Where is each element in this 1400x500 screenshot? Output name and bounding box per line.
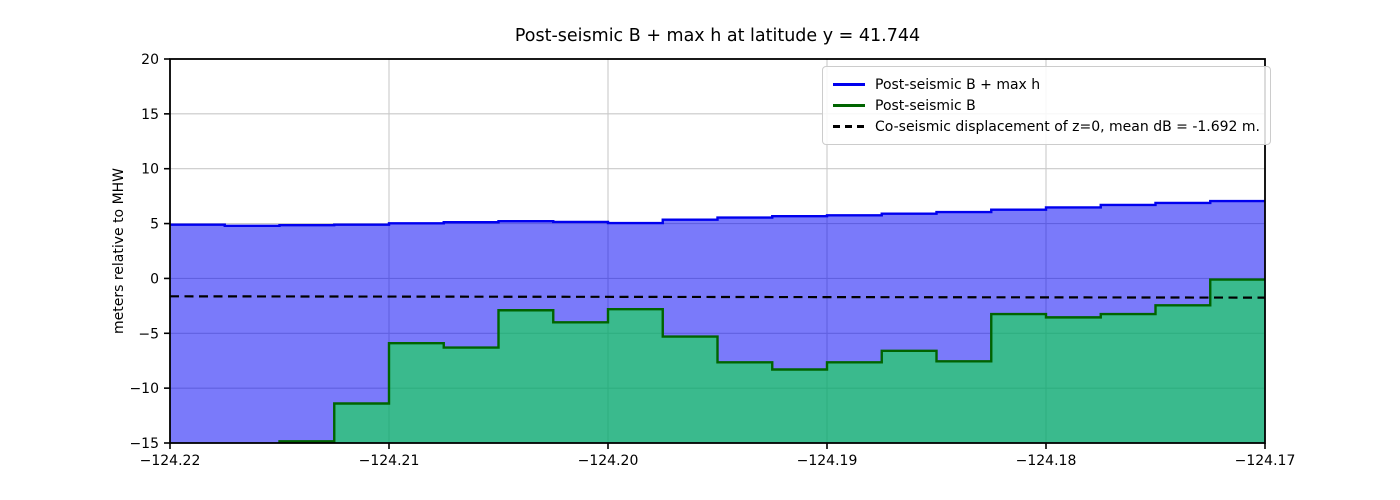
x-tick-label: −124.19 [797, 453, 858, 469]
y-tick-label: −15 [129, 436, 159, 452]
legend-line-blue-icon [833, 83, 865, 86]
legend-label-co-seismic: Co-seismic displacement of z=0, mean dB … [875, 118, 1260, 135]
x-tick-label: −124.21 [359, 453, 420, 469]
step-line-b-plus-max-h [170, 199, 1265, 227]
y-tick-label: −10 [129, 381, 159, 397]
x-tick-label: −124.17 [1235, 453, 1296, 469]
legend: Post-seismic B + max h Post-seismic B Co… [822, 66, 1271, 145]
y-tick-label: −5 [138, 326, 159, 342]
y-tick-label: 5 [150, 217, 159, 233]
legend-line-dashed-icon [833, 125, 865, 128]
legend-item: Post-seismic B [833, 95, 1260, 116]
legend-label-post-seismic-b-max-h: Post-seismic B + max h [875, 76, 1041, 93]
legend-line-green-icon [833, 104, 865, 107]
y-tick-label: 15 [141, 107, 159, 123]
legend-item: Co-seismic displacement of z=0, mean dB … [833, 116, 1260, 137]
legend-item: Post-seismic B + max h [833, 74, 1260, 95]
co-seismic-dashed-line [170, 295, 1265, 299]
x-tick-label: −124.20 [578, 453, 639, 469]
y-tick-label: 20 [141, 52, 159, 68]
y-tick-label: 10 [141, 162, 159, 178]
y-axis-label: meters relative to MHW [111, 167, 127, 335]
step-line-b [278, 278, 1265, 443]
x-tick-label: −124.22 [140, 453, 201, 469]
y-tick-label: 0 [150, 271, 159, 287]
x-tick-label: −124.18 [1016, 453, 1077, 469]
chart-title: Post-seismic B + max h at latitude y = 4… [514, 26, 921, 46]
axes-spines [169, 58, 1266, 444]
legend-label-post-seismic-b: Post-seismic B [875, 97, 976, 114]
